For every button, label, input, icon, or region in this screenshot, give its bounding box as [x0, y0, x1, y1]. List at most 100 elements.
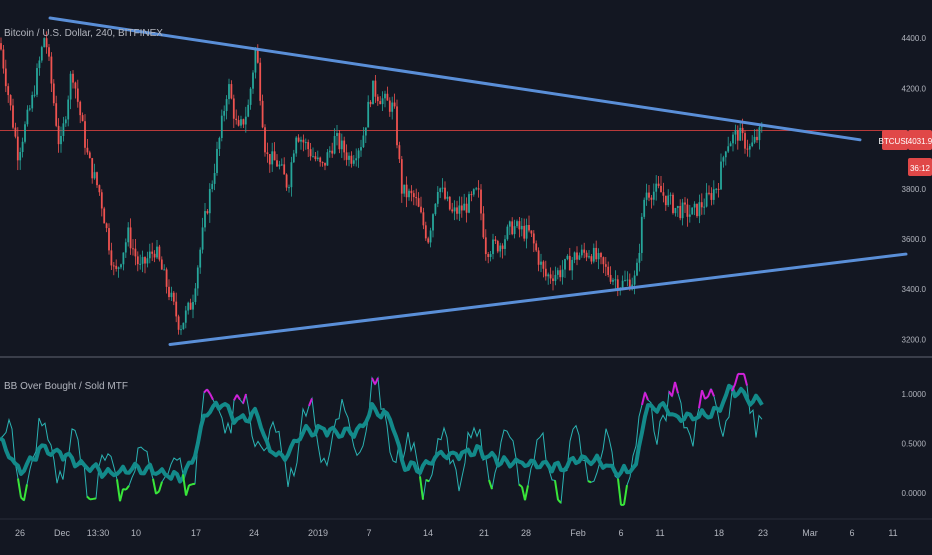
candle-body: [111, 250, 113, 265]
candle-body: [432, 214, 434, 230]
candle-body: [199, 250, 201, 268]
candle-body: [732, 135, 734, 144]
candle-body: [559, 270, 561, 277]
candle-body: [528, 225, 530, 230]
candle-body: [413, 193, 415, 197]
candle-body: [12, 105, 14, 127]
candle-body: [329, 151, 331, 153]
price-tick-label: 3400.0: [902, 285, 927, 294]
candle-body: [593, 248, 595, 262]
candle-body: [641, 217, 643, 253]
candle-body: [154, 254, 156, 258]
candle-body: [535, 243, 537, 250]
candle-body: [490, 254, 492, 257]
candle-body: [610, 275, 612, 282]
candle-body: [435, 204, 437, 214]
candle-body: [262, 101, 264, 127]
candle-body: [555, 275, 557, 281]
candle-body: [223, 111, 225, 116]
candle-body: [713, 189, 715, 200]
candle-body: [723, 157, 725, 161]
oversold-segment: [426, 480, 429, 481]
candle-body: [444, 188, 446, 199]
candle-body: [219, 138, 221, 149]
candle-body: [557, 270, 559, 275]
candle-body: [430, 230, 432, 242]
candle-body: [660, 186, 662, 192]
candle-body: [343, 141, 345, 153]
candle-body: [588, 256, 590, 257]
candle-body: [295, 138, 297, 154]
candle-body: [379, 101, 381, 104]
candle-body: [456, 207, 458, 213]
candle-body: [118, 267, 120, 269]
candle-body: [183, 323, 185, 329]
candle-body: [63, 123, 65, 136]
candle-body: [725, 152, 727, 158]
oscillator-tick-label: 0.0000: [902, 489, 927, 498]
indicator-title: BB Over Bought / Sold MTF: [4, 381, 128, 392]
candle-body: [715, 189, 717, 190]
candle-body: [0, 43, 2, 49]
candle-body: [65, 119, 67, 123]
candle-body: [483, 213, 485, 237]
candle-body: [487, 254, 489, 257]
candle-body: [653, 192, 655, 200]
candle-body: [449, 197, 451, 210]
candle-body: [403, 185, 405, 194]
candle-body: [7, 86, 9, 95]
candle-body: [226, 99, 228, 111]
candle-body: [168, 287, 170, 297]
candle-body: [571, 260, 573, 270]
candle-body: [509, 221, 511, 226]
candle-body: [238, 120, 240, 126]
candle-body: [331, 151, 333, 154]
candle-body: [46, 38, 48, 47]
candle-body: [79, 102, 81, 115]
candle-body: [55, 103, 57, 126]
candle-body: [552, 278, 554, 281]
candle-body: [250, 89, 252, 105]
candle-body: [471, 194, 473, 195]
candle-body: [185, 311, 187, 323]
candle-body: [744, 133, 746, 149]
candle-body: [15, 128, 17, 137]
candle-body: [583, 250, 585, 253]
oversold-segment: [93, 498, 96, 499]
candle-body: [492, 239, 494, 254]
candle-body: [305, 142, 307, 143]
candle-body: [531, 230, 533, 233]
candle-body: [89, 152, 91, 158]
candle-body: [562, 270, 564, 278]
candle-body: [70, 74, 72, 100]
candle-body: [34, 95, 36, 96]
candle-body: [742, 128, 744, 133]
candle-body: [204, 211, 206, 227]
candle-body: [427, 238, 429, 242]
time-tick-label: 21: [479, 528, 489, 538]
candle-body: [31, 95, 33, 108]
candle-body: [240, 119, 242, 125]
candle-body: [526, 225, 528, 239]
candle-body: [310, 149, 312, 156]
candle-body: [459, 205, 461, 213]
time-tick-label: 18: [714, 528, 724, 538]
candle-body: [192, 302, 194, 310]
candle-body: [334, 136, 336, 154]
candle-body: [648, 193, 650, 198]
candle-body: [406, 185, 408, 198]
candle-body: [101, 192, 103, 208]
candle-body: [408, 191, 410, 197]
candle-body: [627, 280, 629, 281]
candle-body: [521, 226, 523, 229]
time-tick-label: 6: [849, 528, 854, 538]
candle-body: [197, 268, 199, 289]
candle-body: [87, 148, 89, 153]
candle-body: [485, 237, 487, 254]
candle-body: [276, 160, 278, 166]
candle-body: [730, 143, 732, 146]
candle-body: [161, 260, 163, 270]
candle-body: [175, 302, 177, 317]
